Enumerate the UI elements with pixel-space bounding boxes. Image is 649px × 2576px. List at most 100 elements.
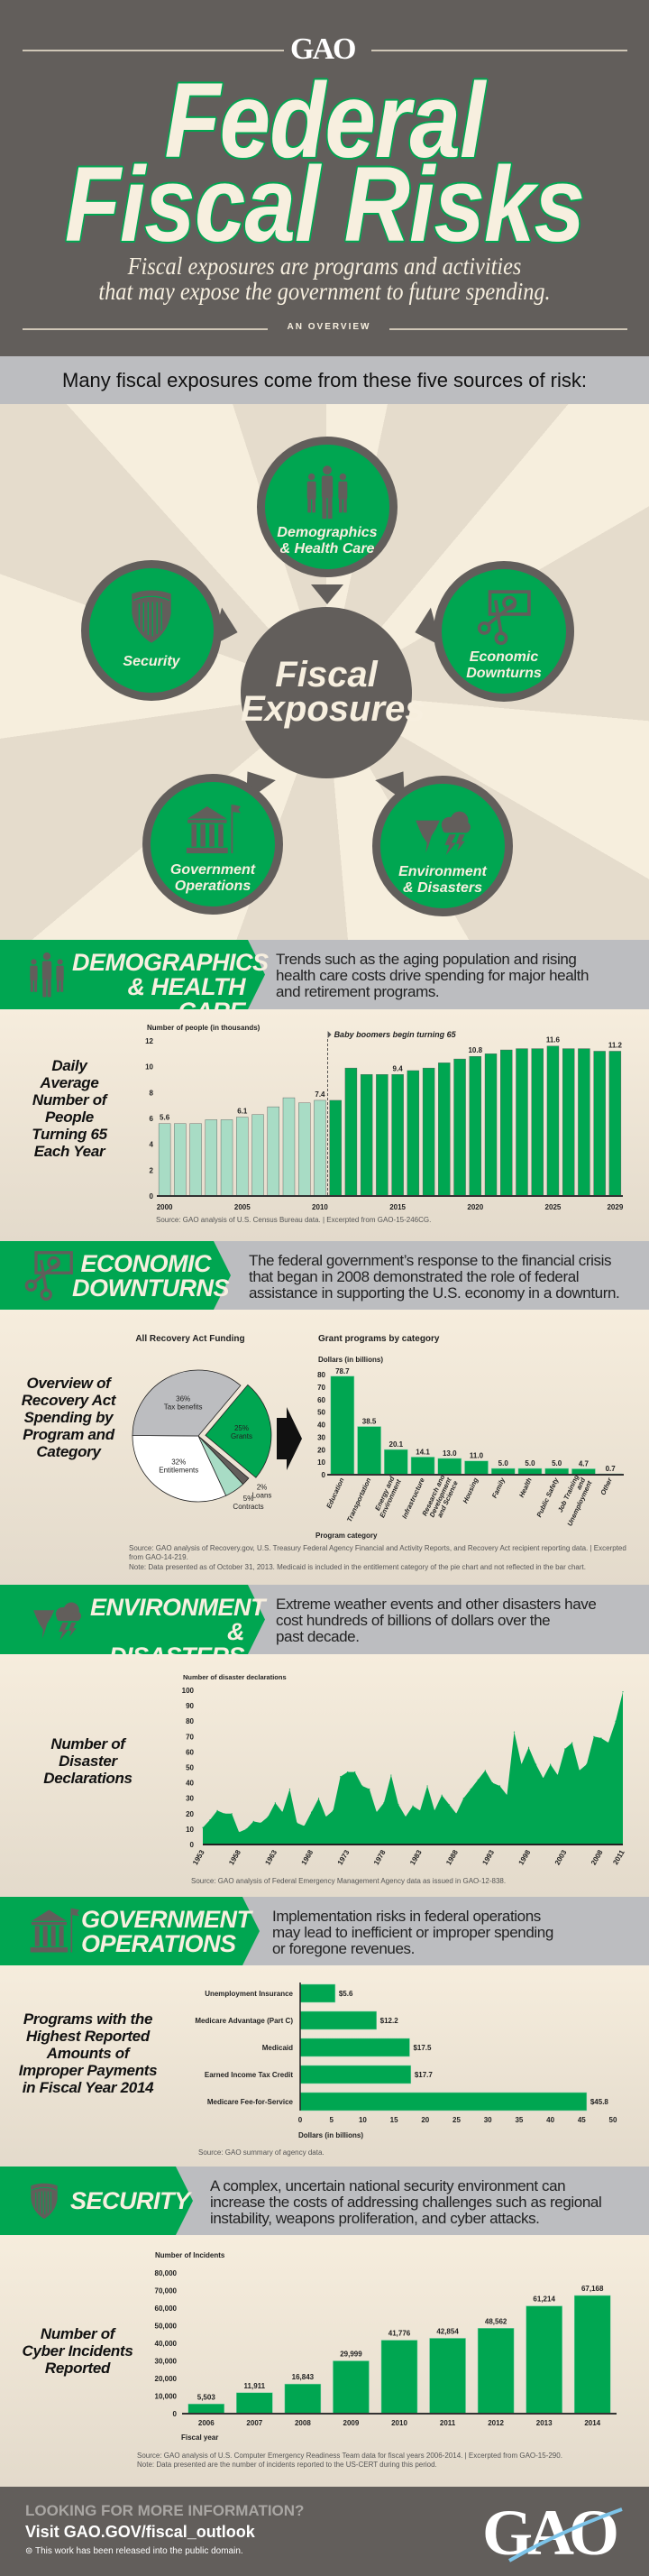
x-tick-label: 1973 [336,1848,352,1866]
data-point [462,1798,464,1799]
bar [284,2383,322,2415]
chart-source: Source: GAO summary of agency data. [198,2148,324,2157]
category-label-line: Family [490,1476,507,1499]
cyber-incidents-bar-chart: Number of Incidents 0 10,000 20,000 30,000 40… [155,2251,617,2442]
data-label: 9.4 [393,1064,404,1072]
y-tick-label: 8 [150,1089,154,1097]
x-tick-label: 2003 [553,1848,569,1866]
data-point [231,1813,233,1815]
money-scissors-icon [23,1250,74,1301]
data-point [224,1813,225,1815]
data-label: 11,911 [244,2382,266,2390]
y-tick-label: 40 [317,1421,325,1430]
data-point [361,1785,363,1787]
category-label: Health [517,1477,534,1499]
category-label-line: Health [517,1477,534,1499]
pie-label: 32% [171,1458,186,1467]
data-label: 41,776 [388,2330,411,2338]
chart-title: Daily Average Number of People Turning 65 Eac… [32,1057,107,1160]
y-tick-label: 100 [182,1687,195,1695]
source-label: Security [123,654,180,669]
y-tick-label: 70 [317,1384,325,1392]
data-point [593,1735,595,1737]
data-point [448,1803,450,1806]
visit-link[interactable]: Visit GAO.GOV/fiscal_outlook [25,2523,255,2541]
chart-source: Source: GAO analysis of U.S. Computer Em… [137,2452,562,2460]
people-icon [299,465,355,520]
bar [391,1074,404,1197]
x-tick-label: 45 [578,2116,586,2124]
category-label: Energy andEnvironment [371,1475,403,1519]
data-label: 13.0 [443,1449,457,1458]
data-point [317,1798,320,1799]
pie-label: Grants [231,1432,252,1440]
data-point [281,1811,283,1813]
divider [23,50,284,51]
hub-line2: Exposures [241,689,425,729]
category-label-line: Housing [461,1477,480,1504]
section-description: Implementation risks in federal operatio… [272,1908,553,1957]
category-label: Family [490,1476,507,1499]
bar [410,1457,435,1476]
risk-sources-diagram: Fiscal Exposures Demographics & Health Car… [0,404,649,940]
y-tick-label: 30,000 [155,2358,178,2366]
x-tick-label: 1958 [227,1848,242,1866]
y-tick-label: 50 [186,1764,194,1772]
data-label: 20.1 [389,1440,404,1449]
x-tick-label: 2008 [295,2419,311,2427]
category-label: Other [599,1476,614,1496]
economic-panel: Overview of Recovery Act Spending by Progra… [0,1310,649,1585]
data-point [535,1763,537,1765]
bar [330,1375,355,1476]
data-label: 42,854 [436,2327,459,2335]
bar [438,1063,451,1197]
x-tick-label: 2006 [198,2419,215,2427]
data-label: 5.0 [525,1459,535,1467]
bar [236,1117,249,1197]
page-title-line1: Federal [164,61,486,180]
more-info-heading: LOOKING FOR MORE INFORMATION? [25,2502,305,2519]
x-tick-label: 1968 [300,1848,315,1866]
category-label: Medicare Fee-for-Service [207,2098,294,2106]
data-point [579,1770,580,1771]
tornado-storm-icon [415,804,471,860]
hub-line1: Fiscal [275,655,378,695]
x-tick-label: 2012 [488,2419,504,2427]
category-label-line: Other [599,1476,614,1496]
data-label: 7.4 [315,1090,325,1099]
data-label: 5.0 [498,1459,509,1467]
data-label: $45.8 [590,2098,609,2106]
divider [371,50,627,51]
category-label: Research andDevelopmentand Science [420,1473,460,1523]
data-point [274,1802,276,1804]
y-tick-label: 70,000 [155,2287,178,2295]
data-point [209,1819,211,1821]
chart-title: Number of Disaster Declarations [43,1735,133,1787]
data-point [310,1811,313,1813]
pointer [311,584,343,604]
x-axis-title: Program category [315,1532,378,1540]
data-label: 11.0 [470,1452,484,1460]
bar [453,1058,466,1197]
y-tick-label: 10,000 [155,2393,178,2401]
subtitle-line1: Fiscal exposures are programs and activi… [127,253,522,280]
data-label: 48,562 [485,2317,507,2325]
data-label: 16,843 [292,2373,315,2381]
data-point [527,1746,530,1748]
category-label: Medicaid [262,2044,293,2052]
data-point [513,1731,516,1733]
y-tick-label: 10 [317,1458,325,1467]
data-label: 5,503 [197,2393,216,2401]
bar [220,1119,233,1197]
bar [608,1051,622,1197]
data-point [600,1737,602,1739]
source-label: & Disasters [402,880,483,896]
bar [464,1460,489,1476]
overview-label: AN OVERVIEW [287,322,371,332]
bar [490,1467,516,1476]
category-label: Public Safety [535,1476,560,1518]
y-tick-label: 40 [186,1780,194,1788]
divider [23,328,268,330]
chart-note: Note: Data presented are the number of i… [137,2461,437,2469]
data-point [354,1771,356,1773]
